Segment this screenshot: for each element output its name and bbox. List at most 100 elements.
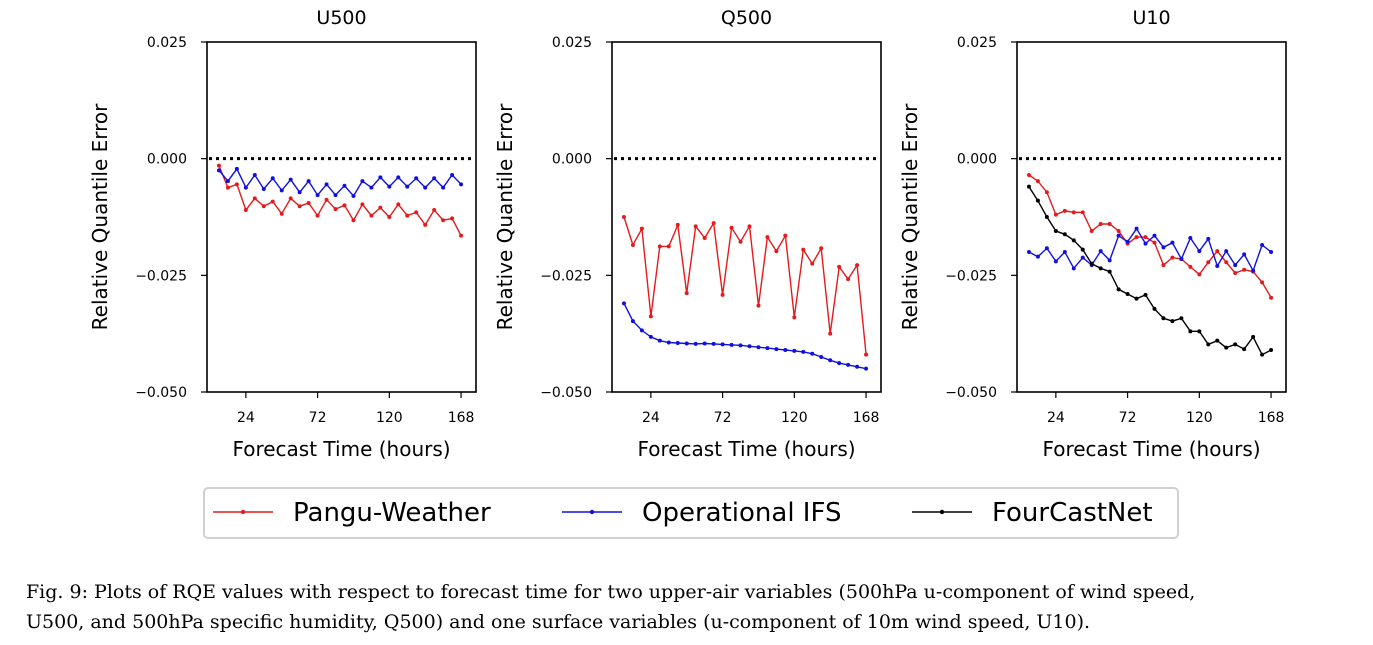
y-tick-label: 0.000 <box>147 152 187 168</box>
data-point <box>1035 254 1040 259</box>
data-point <box>225 185 230 190</box>
data-point <box>1080 210 1085 215</box>
data-point <box>783 233 788 238</box>
x-tick-label: 72 <box>714 410 732 426</box>
data-point <box>1251 334 1256 339</box>
data-point <box>1035 198 1040 203</box>
data-point <box>801 349 806 354</box>
x-tick-label: 24 <box>237 410 255 426</box>
series-fourcastnet <box>1026 184 1274 357</box>
data-point <box>1170 319 1175 324</box>
data-point <box>1269 295 1274 300</box>
data-point <box>1269 250 1274 254</box>
plot-frame <box>611 41 882 393</box>
data-point <box>747 224 752 229</box>
series-line-operational-ifs <box>218 167 462 198</box>
legend-item-pangu-weather: Pangu-Weather <box>213 498 491 528</box>
data-point <box>1098 249 1103 254</box>
chart-panel-u500: U500 0.025 0.000 −0.025 −0.050 24 72 120 168 Fore… <box>88 7 477 461</box>
caption-line-2: U500, and 500hPa specific humidity, Q500… <box>26 611 1091 633</box>
data-point <box>1179 257 1184 261</box>
data-point <box>1134 296 1139 301</box>
data-point <box>819 246 824 251</box>
data-point <box>432 208 437 212</box>
data-point <box>864 352 869 357</box>
data-point <box>1206 342 1211 347</box>
data-point <box>243 208 248 212</box>
x-axis-label: Forecast Time (hours) <box>637 437 855 461</box>
data-point <box>351 194 356 198</box>
data-point <box>1233 263 1238 268</box>
data-point <box>351 218 356 223</box>
data-point <box>225 179 230 184</box>
data-point <box>765 235 770 240</box>
x-tick-label: 168 <box>853 410 880 426</box>
data-point <box>1080 247 1085 252</box>
series-line-operational-ifs <box>623 302 867 370</box>
data-point <box>810 261 815 266</box>
data-point <box>1044 190 1049 195</box>
x-axis-label: Forecast Time (hours) <box>232 437 450 461</box>
data-point <box>1053 259 1058 264</box>
data-point <box>1242 347 1247 352</box>
data-point <box>1242 267 1247 272</box>
data-point <box>819 355 824 359</box>
data-point <box>1215 338 1220 343</box>
data-point <box>243 185 248 190</box>
x-tick-label: 24 <box>642 410 660 426</box>
legend-label: FourCastNet <box>992 498 1153 528</box>
data-point <box>1170 255 1175 260</box>
legend-label: Operational IFS <box>642 498 841 528</box>
data-point <box>729 342 734 347</box>
data-point <box>1089 261 1094 266</box>
data-point <box>648 314 653 319</box>
data-point <box>1197 329 1202 334</box>
data-point <box>414 176 419 181</box>
legend: Pangu-Weather Operational IFS FourCastNet <box>203 487 1179 539</box>
data-point <box>1026 184 1031 189</box>
data-point <box>1152 240 1157 245</box>
x-tick-label: 120 <box>1186 410 1213 426</box>
data-point <box>1062 208 1067 213</box>
legend-box <box>203 487 1179 539</box>
data-point <box>702 236 707 240</box>
data-point <box>1071 238 1076 243</box>
data-point <box>648 334 653 339</box>
data-point <box>234 182 239 187</box>
data-point <box>252 173 257 177</box>
data-point <box>369 185 374 190</box>
data-point <box>1062 232 1067 237</box>
data-point <box>324 197 329 202</box>
data-point <box>1197 272 1202 277</box>
data-point <box>234 166 239 171</box>
data-point <box>756 345 761 350</box>
data-point <box>1044 215 1049 219</box>
data-point <box>1035 179 1040 184</box>
data-point <box>1053 229 1058 233</box>
data-point <box>1143 241 1148 246</box>
data-point <box>693 341 698 346</box>
data-point <box>1206 260 1211 265</box>
series-line-pangu-weather <box>218 165 462 237</box>
data-point <box>666 244 671 249</box>
data-point <box>1026 173 1031 177</box>
series-line-pangu-weather <box>1028 174 1272 299</box>
data-point <box>1152 306 1157 311</box>
x-tick-label: 24 <box>1047 410 1065 426</box>
data-point <box>828 331 833 336</box>
data-point <box>306 201 311 205</box>
data-point <box>765 346 770 351</box>
data-point <box>1269 348 1274 352</box>
data-point <box>855 364 860 369</box>
panel-title: U10 <box>1132 7 1170 29</box>
data-point <box>1206 236 1211 241</box>
data-point <box>1215 249 1220 254</box>
data-point <box>630 319 635 324</box>
data-point <box>657 244 662 249</box>
data-point <box>1116 229 1121 233</box>
data-point <box>306 179 311 184</box>
data-point <box>1260 243 1265 247</box>
data-point <box>315 193 320 198</box>
data-point <box>216 168 221 173</box>
legend-marker <box>939 509 945 515</box>
